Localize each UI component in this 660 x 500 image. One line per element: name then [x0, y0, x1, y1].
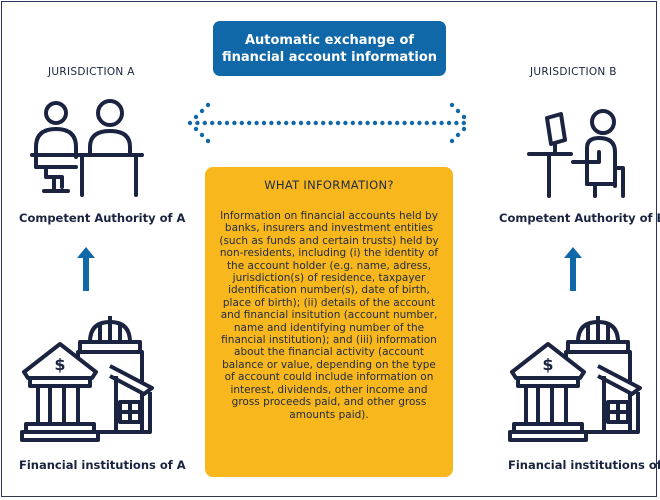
what-information-heading: WHAT INFORMATION? [264, 178, 394, 192]
financial-institutions-b-label: Financial institutions of B [508, 458, 660, 472]
diagram-title: Automatic exchange of financial account … [213, 21, 446, 76]
what-information-box: WHAT INFORMATION? Information on financi… [205, 167, 453, 477]
svg-text:$: $ [542, 355, 553, 374]
what-information-body: Information on financial accounts held b… [219, 210, 439, 421]
person-at-computer-icon [527, 109, 625, 198]
jurisdiction-b-heading: JURISDICTION B [530, 66, 617, 78]
arrow-up-icon [564, 247, 582, 291]
svg-text:$: $ [54, 355, 65, 374]
bank-building-icon: $ [20, 316, 154, 442]
competent-authority-b-label: Competent Authority of B [499, 211, 660, 225]
financial-institutions-a-label: Financial institutions of A [19, 458, 186, 472]
two-people-at-desk-icon [30, 99, 144, 197]
arrow-up-icon [77, 247, 95, 291]
jurisdiction-a-heading: JURISDICTION A [48, 66, 135, 78]
competent-authority-a-label: Competent Authority of A [19, 211, 186, 225]
bank-building-icon: $ [508, 316, 642, 442]
